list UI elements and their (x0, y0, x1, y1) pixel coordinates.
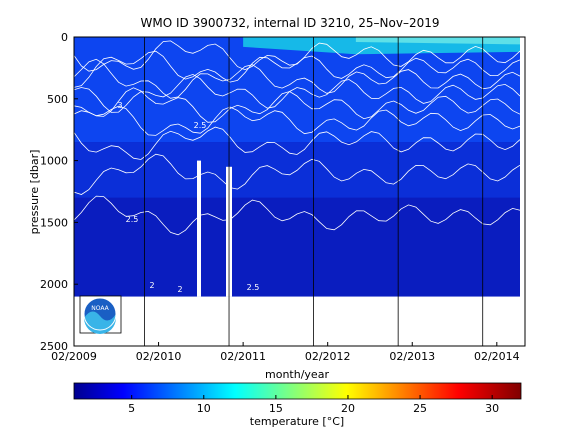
x-tick-label-4: 02/2013 (389, 350, 435, 363)
noaa-logo-text: NOAA (91, 305, 109, 312)
y-axis-ticks: 0 500 1000 1500 2000 2500 (40, 31, 78, 353)
colorbar-label: temperature [°C] (250, 415, 344, 428)
isotherm-1 (73, 50, 521, 88)
chart-title: WMO ID 3900732, internal ID 3210, 25–Nov… (141, 16, 440, 30)
gap-1 (197, 160, 201, 297)
colorbar-tick-label-4: 25 (413, 402, 427, 415)
colorbar-tick-label-2: 15 (269, 402, 283, 415)
isotherm-2 (73, 58, 521, 99)
isotherm-label-0: 3 (117, 101, 122, 110)
x-axis-ticks: 02/2009 02/2010 02/2011 02/2012 02/2013 02/20… (51, 342, 520, 363)
y-tick-label-0: 0 (61, 31, 68, 44)
colorbar-gradient (73, 382, 522, 400)
isotherm-label-1: 2.5 (194, 121, 207, 130)
y-tick-label-2: 1000 (40, 155, 68, 168)
x-tick-label-2: 02/2011 (220, 350, 266, 363)
isotherm-contours (73, 40, 521, 236)
gap-bottom (74, 296, 525, 346)
isotherm-label-3: 2 (149, 281, 154, 290)
isotherm-0 (73, 40, 521, 72)
gap-right (520, 37, 525, 346)
plot-area: 3 2.5 2.5 2 2 2.5 0 500 1000 1500 2000 2500 02/200… (40, 31, 526, 363)
plot-frame (73, 36, 526, 347)
band-surface-warm (355, 37, 520, 45)
isotherm-3 (73, 73, 521, 113)
isotherm-label-2: 2.5 (126, 215, 139, 224)
isotherm-7 (73, 153, 521, 195)
colorbar: 5 10 15 20 25 30 (73, 382, 522, 415)
isotherm-5 (73, 105, 521, 136)
colorbar-ticks: 5 10 15 20 25 30 (128, 395, 499, 415)
isotherm-label-5: 2.5 (247, 283, 260, 292)
year-lines (144, 37, 484, 346)
data-gaps (74, 37, 525, 346)
isotherm-6 (73, 126, 521, 160)
y-axis-label: pressure [dbar] (28, 150, 41, 235)
isotherm-8 (73, 195, 521, 236)
colorbar-tick-label-1: 10 (197, 402, 211, 415)
isotherm-4 (73, 87, 521, 123)
x-tick-label-0: 02/2009 (51, 350, 97, 363)
y-tick-label-4: 2000 (40, 278, 68, 291)
isotherm-label-4: 2 (177, 285, 182, 294)
x-axis-label: month/year (265, 368, 329, 381)
colorbar-tick-label-3: 20 (341, 402, 355, 415)
y-tick-label-3: 1500 (40, 216, 68, 229)
band-upper (74, 37, 520, 143)
y-tick-label-1: 500 (47, 93, 68, 106)
colorbar-tick-label-5: 30 (485, 402, 499, 415)
colorbar-tick-label-0: 5 (128, 402, 135, 415)
x-tick-label-1: 02/2010 (136, 350, 182, 363)
noaa-logo: NOAA (79, 295, 122, 334)
x-tick-label-5: 02/2014 (474, 350, 520, 363)
isotherm-labels: 3 2.5 2.5 2 2 2.5 (117, 101, 259, 294)
x-tick-label-3: 02/2012 (305, 350, 351, 363)
y-tick-label-5: 2500 (40, 340, 68, 353)
